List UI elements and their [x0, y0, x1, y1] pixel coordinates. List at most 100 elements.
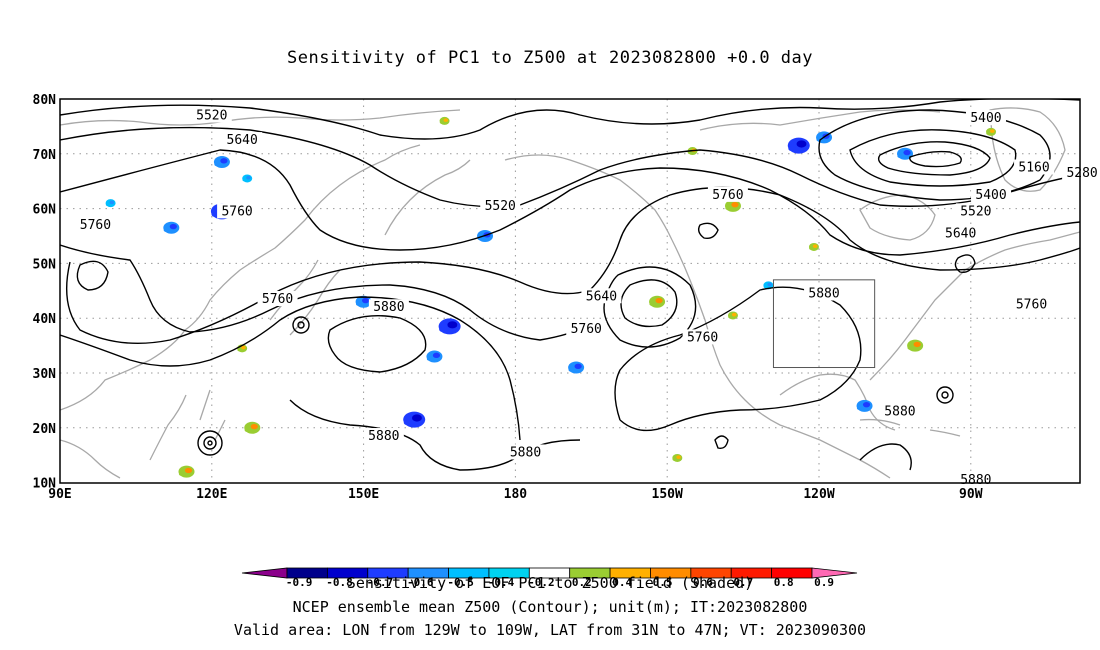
sensitivity-patch [403, 411, 426, 428]
contour-line-5640-north [60, 126, 1080, 208]
contour-high-atlantic-outer [936, 386, 954, 404]
coastline-arctic-canada [699, 109, 941, 131]
lat-tick-label: 30N [33, 367, 57, 382]
z500-contours [60, 99, 1080, 471]
colorbar-label: 0.9 [814, 576, 834, 589]
coastline-alaska [504, 154, 673, 241]
sensitivity-patch [426, 350, 443, 363]
contour-high-philippine-mid [203, 436, 217, 450]
colorbar-label: 0.6 [693, 576, 713, 589]
caption-contour: NCEP ensemble mean Z500 (Contour); unit(… [292, 598, 808, 616]
coastlines [60, 107, 1080, 479]
contour-label: 5880 [884, 404, 915, 419]
contour-label: 5880 [808, 287, 839, 302]
contour-label: 5160 [1018, 161, 1049, 176]
contour-label: 5760 [571, 322, 602, 337]
caption-valid-area: Valid area: LON from 129W to 109W, LAT f… [233, 621, 867, 639]
sensitivity-patch [163, 221, 180, 234]
colorbar-label: 0.5 [653, 576, 673, 589]
contour-label: 5520 [485, 199, 516, 214]
coastline-hudson-bay [859, 194, 936, 241]
contour-high-japan-outer [292, 316, 310, 334]
sensitivity-patch [244, 421, 261, 434]
colorbar-label: 0.7 [733, 576, 753, 589]
contour-label: 5400 [970, 111, 1001, 126]
lat-tick-label: 70N [33, 148, 57, 163]
colorbar-label: 0.8 [774, 576, 794, 589]
contour-label: 5880 [368, 429, 399, 444]
contour-label: 5880 [960, 473, 991, 488]
sensitivity-patch [439, 116, 450, 125]
contour-label: 5760 [1016, 298, 1047, 313]
contour-line-mexico-loop [714, 435, 729, 450]
colorbar-label: -0.2 [528, 576, 555, 589]
lon-tick-label: 90W [959, 487, 983, 502]
contour-high-japan-inner [297, 321, 305, 329]
contour-label: 5280 [1066, 166, 1097, 181]
map-frame [59, 98, 1081, 484]
sensitivity-patch [649, 295, 666, 308]
lon-tick-label: 120E [196, 487, 227, 502]
sensitivity-patch [1091, 151, 1100, 167]
colorbar-max-arrow [811, 567, 858, 579]
valid-area-box [772, 279, 876, 369]
contour-line-5040-east [909, 150, 962, 168]
colorbar: -0.9 -0.8 -0.7 -0.6 -0.5 -0.4 -0.2 0.2 0.4 0.5 0.6… [241, 567, 858, 589]
contour-line-5760-mid [60, 244, 591, 341]
coastline-east-asia [60, 144, 421, 411]
contour-line-ring-east-small [954, 254, 976, 273]
coastline-kamchatka [384, 159, 471, 236]
contour-line-5640-mid [65, 186, 1080, 344]
contour-line-5160-east [877, 141, 991, 176]
sensitivity-patch [724, 199, 741, 212]
lon-tick-label: 90E [48, 487, 71, 502]
contour-label: 5880 [373, 300, 404, 315]
contour-line-5880-low-center [620, 279, 678, 328]
sensitivity-patch [105, 199, 116, 208]
sensitivity-patch [856, 399, 873, 412]
coastline-north-america-west [671, 239, 891, 479]
contour-line-5880-east [614, 286, 862, 432]
colorbar-label: -0.6 [407, 576, 434, 589]
contour-line-ring-west-small [76, 260, 109, 291]
contour-line-5880-pacific-ridge [327, 315, 427, 373]
sensitivity-patch [568, 361, 585, 374]
contour-line-5280-east [849, 129, 1017, 187]
contour-high-philippine-inner [207, 440, 213, 446]
contour-label: 5640 [945, 226, 976, 241]
colorbar-label: -0.7 [367, 576, 394, 589]
sensitivity-patch [438, 318, 461, 335]
contour-line-5520-north [60, 99, 1080, 140]
lat-tick-label: 60N [33, 203, 57, 218]
colorbar-label: 0.2 [572, 576, 592, 589]
colorbar-label: -0.9 [286, 576, 313, 589]
lat-tick-label: 40N [33, 312, 57, 327]
caption-shaded: Sensitivity of EOF PC1 to Z500 field (Sh… [346, 574, 754, 592]
sensitivity-patch [242, 174, 253, 183]
contour-line-5880-gulf [859, 443, 912, 471]
colorbar-label: 0.4 [612, 576, 632, 589]
contour-label: 5760 [712, 188, 743, 203]
sensitivity-patch [672, 453, 683, 462]
lat-tick-label: 10N [33, 477, 57, 492]
sensitivity-patch [727, 311, 738, 320]
sensitivity-patch [1089, 318, 1100, 330]
sensitivity-patch [897, 147, 914, 160]
lat-tick-label: 20N [33, 422, 57, 437]
lon-tick-label: 150E [348, 487, 379, 502]
coastline-indochina [60, 394, 187, 479]
contour-line-5400-east [818, 109, 1051, 201]
contour-high-atlantic-inner [941, 391, 949, 399]
contour-line-5760-north [60, 149, 1080, 256]
contour-label: 5760 [221, 204, 252, 219]
sensitivity-patch [907, 339, 924, 352]
contour-line-5880-west [60, 296, 521, 441]
contour-label: 5760 [262, 292, 293, 307]
contour-line-ring-pacific [697, 222, 719, 240]
coastline-greenland [989, 107, 1066, 192]
coastline-cuba-islands [859, 418, 961, 437]
sensitivity-patch [787, 137, 810, 154]
colorbar-label: -0.4 [488, 576, 515, 589]
